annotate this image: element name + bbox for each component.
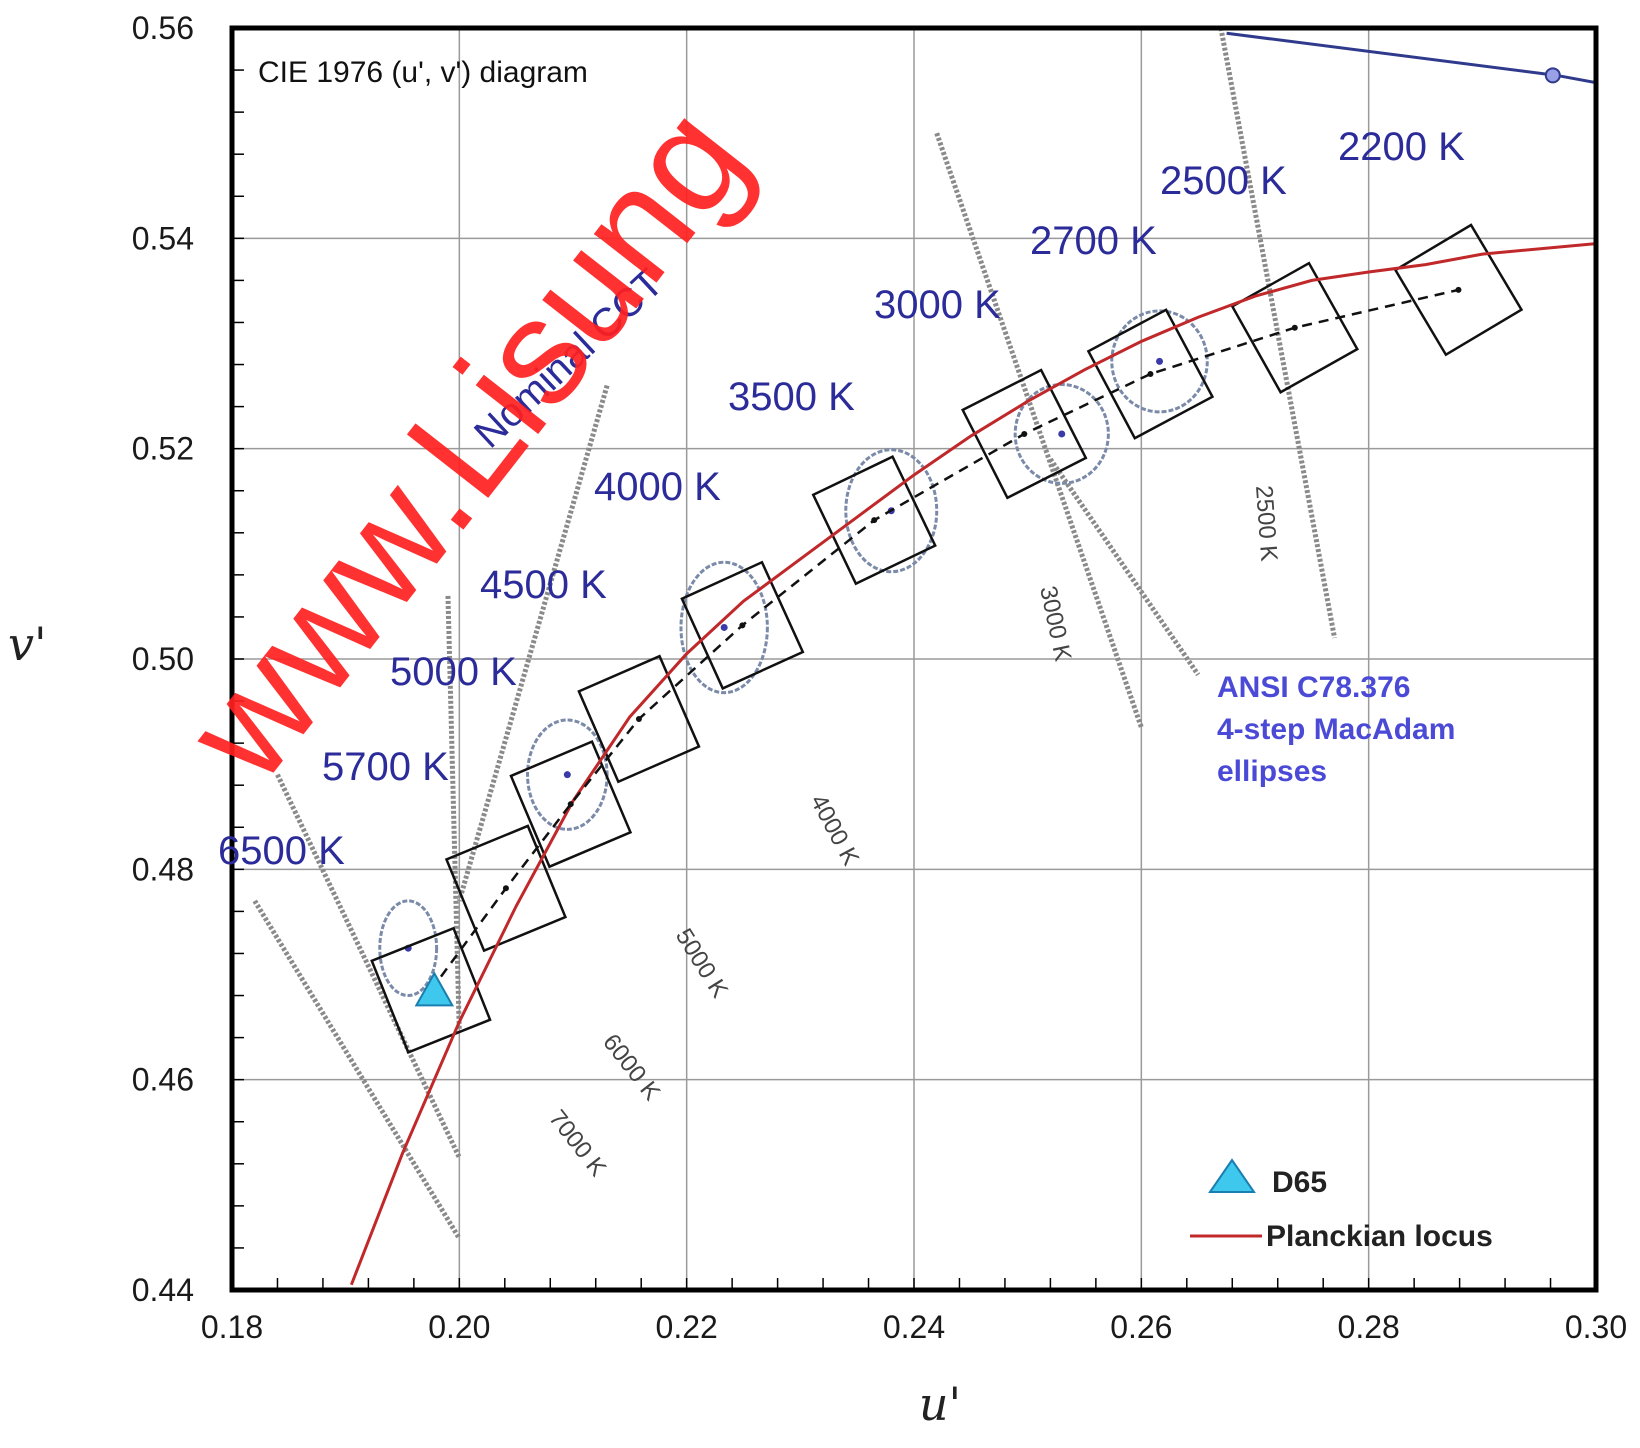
quadrangle-6500K	[370, 926, 492, 1054]
quadrangle-outline	[680, 560, 805, 691]
center-point	[871, 517, 878, 524]
legend: D65 Planckian locus	[1190, 1158, 1493, 1253]
isotemperature-line	[456, 384, 610, 902]
center-point	[567, 801, 574, 808]
quadrangle-2500K	[1230, 261, 1359, 394]
ansi-annotation: ANSI C78.376 4-step MacAdam ellipses	[1217, 671, 1455, 788]
quadrangle-4500K	[577, 654, 701, 784]
legend-d65-icon	[1208, 1158, 1256, 1193]
macadam-ellipse	[679, 560, 769, 695]
x-tick-label: 0.26	[1110, 1309, 1172, 1345]
legend-d65-label: D65	[1272, 1166, 1327, 1199]
macadam-ellipse	[1110, 309, 1209, 414]
iso-label-3000K: 3000 K	[1034, 584, 1076, 664]
quadrangle-outline	[370, 926, 492, 1054]
chart-title: CIE 1976 (u', v') diagram	[258, 56, 588, 89]
ellipse-center	[720, 623, 728, 631]
iso-label-2500K: 2500 K	[1250, 485, 1282, 563]
y-tick-labels: 0.44 0.46 0.48 0.50 0.52 0.54 0.56	[132, 10, 194, 1308]
spectrum-locus-marker	[1544, 67, 1561, 84]
x-tick-label: 0.18	[201, 1309, 263, 1345]
x-tick-label: 0.24	[883, 1309, 945, 1345]
center-point	[1291, 324, 1298, 331]
center-point	[502, 885, 509, 892]
y-tick-label: 0.50	[132, 641, 194, 677]
cct-label-5700K: 5700 K	[322, 745, 449, 789]
macadam-ellipse	[844, 448, 939, 574]
cct-labels: 6500 K 5700 K 5000 K 4500 K 4000 K 3500 K 3000…	[218, 125, 1465, 873]
quadrangle-5000K	[509, 739, 633, 869]
cct-label-6500K: 6500 K	[218, 829, 345, 873]
y-axis-label: v'	[8, 617, 47, 671]
isotemperature-line	[1048, 457, 1201, 677]
macadam-ellipse	[378, 899, 439, 998]
grid-lines	[232, 28, 1596, 1290]
isotemperature-line	[445, 595, 462, 1033]
cct-label-2500K: 2500 K	[1160, 159, 1287, 203]
center-point	[635, 715, 642, 722]
y-tick-label: 0.56	[132, 10, 194, 46]
ansi-line-3: ellipses	[1217, 755, 1327, 788]
center-point	[1455, 286, 1462, 293]
y-tick-label: 0.46	[132, 1062, 194, 1098]
y-tick-label: 0.52	[132, 431, 194, 467]
quadrangle-2200K	[1393, 223, 1524, 357]
ansi-line-2: 4-step MacAdam	[1217, 713, 1455, 746]
center-point	[739, 622, 746, 629]
y-tick-label: 0.54	[132, 220, 194, 256]
cct-label-4000K: 4000 K	[594, 465, 721, 509]
ellipse-center	[563, 771, 571, 779]
cct-label-2200K: 2200 K	[1338, 125, 1465, 169]
cct-label-5000K: 5000 K	[390, 650, 517, 694]
planckian-locus-line	[349, 242, 1596, 1286]
iso-label-6000K: 6000 K	[597, 1029, 665, 1106]
cct-label-2700K: 2700 K	[1030, 219, 1157, 263]
iso-label-5000K: 5000 K	[670, 924, 733, 1003]
watermark: www.Lisung	[152, 76, 778, 811]
isotemperature-line	[252, 899, 462, 1240]
quadrangle-5700K	[444, 824, 568, 953]
nominal-cct-dashed-line	[429, 288, 1459, 992]
x-tick-label: 0.30	[1565, 1309, 1627, 1345]
quadrangle-3500K	[811, 455, 937, 586]
quadrangle-outline	[1086, 308, 1215, 440]
cct-label-3500K: 3500 K	[728, 375, 855, 419]
macadam-ellipse	[1013, 383, 1110, 485]
quadrangle-2700K	[1086, 308, 1215, 440]
d65-marker	[414, 971, 455, 1007]
legend-planck-label: Planckian locus	[1266, 1220, 1493, 1253]
quadrangle-outline	[1393, 223, 1524, 357]
ansi-line-1: ANSI C78.376	[1217, 671, 1410, 704]
spectrum-locus-line	[1226, 31, 1596, 85]
plot-frame	[229, 25, 1599, 1293]
x-tick-label: 0.20	[428, 1309, 490, 1345]
cct-label-3000K: 3000 K	[874, 283, 1001, 327]
quadrangle-outline	[509, 739, 633, 869]
ansi-quadrangles	[370, 223, 1524, 1054]
spectrum-locus-segment	[1226, 31, 1596, 85]
cct-label-4500K: 4500 K	[480, 563, 607, 607]
quadrangle-outline	[811, 455, 937, 586]
quadrangle-4000K	[680, 560, 805, 691]
quadrangle-outline	[1230, 261, 1359, 394]
center-point	[1021, 430, 1028, 437]
y-tick-label: 0.44	[132, 1272, 194, 1308]
iso-label-4000K: 4000 K	[805, 790, 865, 870]
center-point	[1147, 370, 1154, 377]
ellipse-center	[1156, 357, 1164, 365]
quadrangle-outline	[444, 824, 568, 953]
y-tick-label: 0.48	[132, 851, 194, 887]
x-tick-labels: 0.18 0.20 0.22 0.24 0.26 0.28 0.30	[201, 1309, 1627, 1345]
iso-label-7000K: 7000 K	[543, 1105, 611, 1182]
ellipse-center	[1058, 430, 1066, 438]
plot-content	[252, 28, 1596, 1286]
isotemperature-line	[275, 773, 462, 1159]
quadrangle-outline	[577, 654, 701, 784]
x-tick-label: 0.22	[656, 1309, 718, 1345]
x-tick-label: 0.28	[1338, 1309, 1400, 1345]
x-axis-label: u'	[919, 1377, 961, 1431]
